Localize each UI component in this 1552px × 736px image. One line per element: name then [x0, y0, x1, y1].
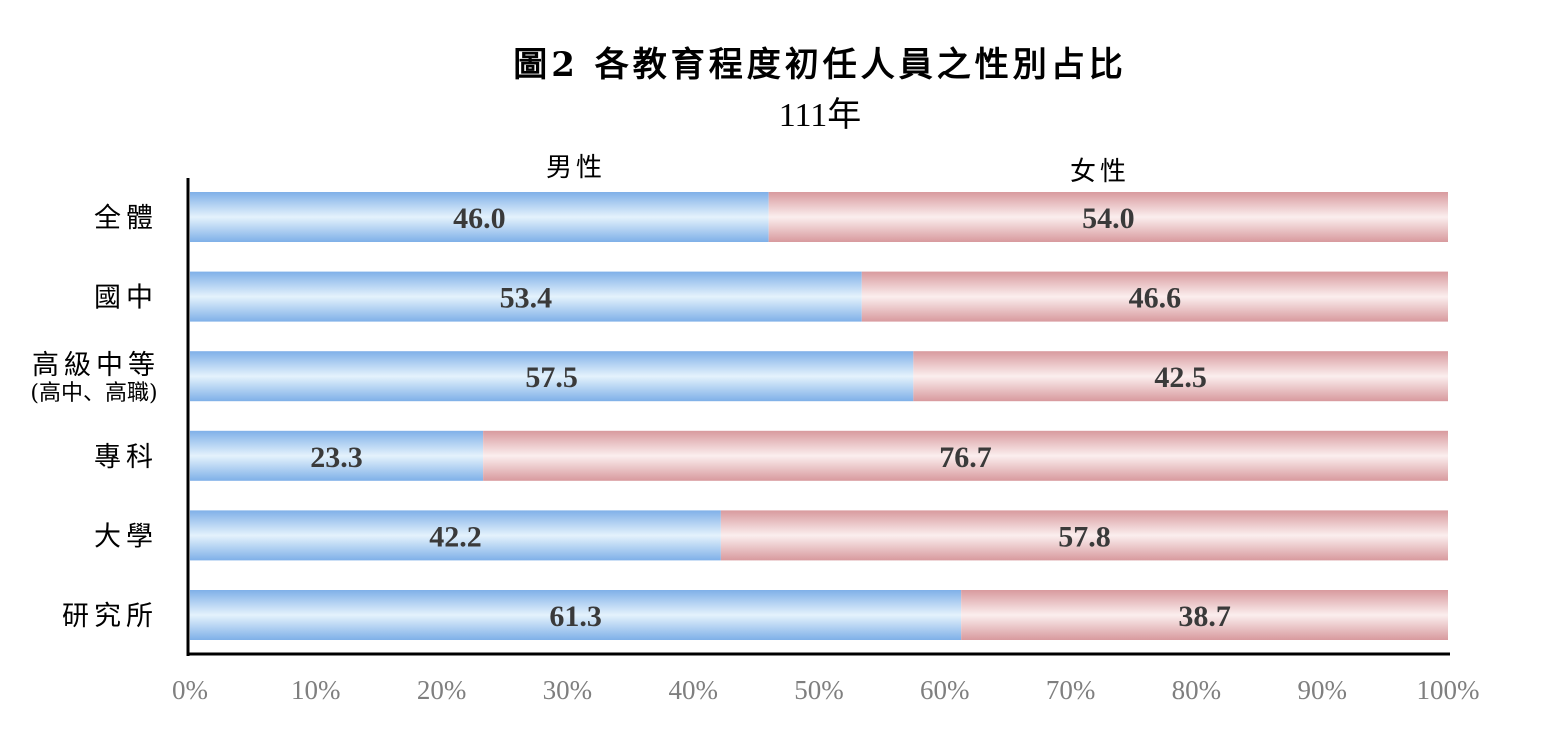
chart-subtitle: 111年	[779, 96, 861, 134]
x-tick-label-8: 80%	[1172, 675, 1222, 705]
bar-female-0	[768, 192, 1448, 242]
bar-male-1	[190, 271, 862, 322]
value-label-male-4: 42.2	[429, 520, 482, 553]
bar-female-1	[861, 271, 1448, 322]
bar-male-0	[190, 192, 769, 242]
bar-female-5	[961, 590, 1448, 640]
category-label-1: 國中	[94, 283, 158, 314]
x-tick-label-7: 70%	[1046, 675, 1096, 705]
category-label-0: 全體	[94, 203, 158, 234]
bar-female-2	[913, 351, 1448, 402]
x-tick-label-3: 30%	[543, 675, 593, 705]
category-label-4: 大學	[94, 521, 158, 552]
x-tick-label-10: 100%	[1417, 675, 1480, 705]
category-label-2: 高級中等	[32, 350, 160, 381]
x-tick-label-1: 10%	[291, 675, 341, 705]
value-label-female-4: 57.8	[1058, 520, 1111, 553]
category-label-3: 專科	[94, 442, 158, 473]
value-label-female-5: 38.7	[1178, 600, 1231, 633]
value-label-female-1: 46.6	[1129, 282, 1182, 315]
bar-male-3	[190, 430, 484, 481]
bar-male-5	[190, 590, 962, 640]
x-tick-label-5: 50%	[794, 675, 844, 705]
bar-male-4	[190, 510, 721, 561]
x-tick-label-6: 60%	[920, 675, 970, 705]
x-tick-label-0: 0%	[172, 675, 208, 705]
bar-male-2	[190, 351, 914, 402]
legend-female: 女性	[1070, 157, 1130, 187]
x-tick-labels: 0% 10% 20% 30% 40% 50% 60% 70% 80% 90% 100%	[172, 675, 1480, 705]
value-label-female-0: 54.0	[1082, 202, 1135, 235]
value-label-female-3: 76.7	[939, 441, 992, 474]
x-tick-label-4: 40%	[668, 675, 718, 705]
bar-female-4	[720, 510, 1448, 561]
value-label-male-5: 61.3	[549, 600, 602, 633]
bar-female-3	[483, 430, 1448, 481]
value-label-female-2: 42.5	[1154, 361, 1207, 394]
x-tick-label-9: 90%	[1297, 675, 1347, 705]
legend-male: 男性	[546, 153, 606, 183]
chart-title: 圖2 各教育程度初任人員之性別占比	[513, 45, 1127, 85]
x-tick-label-2: 20%	[417, 675, 467, 705]
value-label-male-3: 23.3	[310, 441, 363, 474]
value-label-male-0: 46.0	[453, 202, 506, 235]
bars-group	[190, 192, 1448, 640]
category-label-5: 研究所	[62, 601, 158, 632]
value-label-male-2: 57.5	[525, 361, 578, 394]
value-label-male-1: 53.4	[500, 282, 553, 315]
category-sublabel-2: (高中、高職)	[30, 381, 157, 406]
value-labels: 46.0 54.0 53.4 46.6 57.5 42.5 23.3 76.7 42.2 57.8…	[310, 202, 1231, 633]
